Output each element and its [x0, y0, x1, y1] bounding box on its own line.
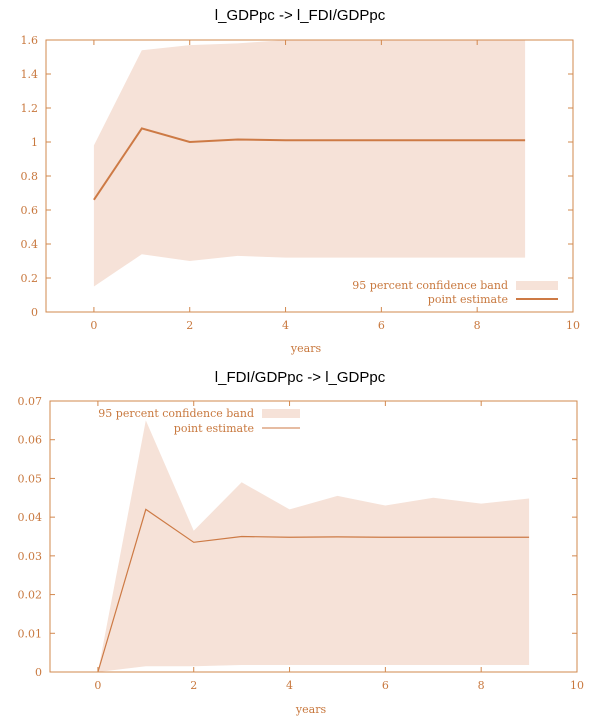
chart-2-x-tick-label: 10: [570, 679, 584, 692]
chart-1: l_GDPpc -> l_FDI/GDPpc 0 2 4 6 8 10 0 0.2 0.4 0.6…: [21, 7, 581, 355]
chart-1-y-tick-label: 1.4: [21, 68, 39, 81]
chart-2-legend-band-swatch: [262, 409, 300, 418]
chart-2-band-layer: [97, 420, 530, 672]
chart-2-y-tick-label: 0.07: [18, 395, 43, 408]
chart-1-point-estimate-line: [93, 127, 526, 201]
chart-1-x-tick-label: 2: [186, 319, 193, 332]
chart-1-y-tick-label: 1.2: [21, 102, 39, 115]
chart-1-x-tick-label: 4: [282, 319, 289, 332]
chart-2-confidence-band: [97, 420, 530, 672]
chart-2-point-estimate-line: [97, 508, 530, 673]
chart-2-legend: 95 percent confidence band point estimat…: [98, 407, 300, 435]
chart-2-line-layer: [97, 508, 530, 673]
chart-2-ticks: 0 2 4 6 8 10 0 0.01 0.02 0.03 0.04 0.05 0.06 0.07: [18, 395, 585, 692]
chart-1-legend: 95 percent confidence band point estimat…: [352, 279, 558, 306]
chart-2-y-tick-label: 0.03: [18, 550, 43, 563]
chart-1-title: l_GDPpc -> l_FDI/GDPpc: [215, 7, 386, 24]
chart-1-x-axis-label: years: [290, 342, 322, 355]
chart-1-band-layer: [93, 40, 526, 287]
chart-1-y-tick-label: 0.6: [21, 204, 39, 217]
chart-2-y-tick-label: 0.06: [18, 434, 43, 447]
chart-2-y-tick-label: 0: [35, 666, 42, 679]
chart-1-y-tick-label: 1.6: [21, 34, 39, 47]
chart-1-x-tick-label: 8: [474, 319, 481, 332]
chart-1-y-tick-label: 0.8: [21, 170, 39, 183]
chart-2-x-tick-label: 8: [478, 679, 485, 692]
chart-2-x-tick-label: 6: [382, 679, 389, 692]
chart-2-plot-frame: [49, 400, 578, 673]
chart-1-y-tick-label: 0.2: [21, 272, 39, 285]
chart-1-legend-band-label: 95 percent confidence band: [352, 279, 508, 292]
chart-1-y-tick-label: 0.4: [21, 238, 39, 251]
chart-2-x-tick-label: 4: [286, 679, 293, 692]
chart-1-legend-line-label: point estimate: [428, 293, 508, 306]
chart-2-x-axis-label: years: [295, 703, 327, 716]
chart-1-x-tick-label: 0: [90, 319, 97, 332]
chart-1-y-tick-label: 0: [31, 306, 38, 319]
chart-2-x-tick-label: 2: [190, 679, 197, 692]
chart-1-ticks: 0 2 4 6 8 10 0 0.2 0.4 0.6 0.8 1 1.2 1.4 1.6: [21, 34, 581, 332]
chart-2-y-tick-label: 0.04: [18, 511, 43, 524]
chart-2-legend-band-label: 95 percent confidence band: [98, 407, 254, 420]
chart-2-y-tick-label: 0.02: [18, 589, 43, 602]
chart-2-y-tick-label: 0.01: [18, 627, 43, 640]
chart-1-x-tick-label: 10: [566, 319, 580, 332]
chart-1-legend-band-swatch: [516, 281, 558, 290]
chart-2-legend-line-label: point estimate: [174, 422, 254, 435]
chart-2-x-tick-label: 0: [94, 679, 101, 692]
chart-1-confidence-band: [93, 40, 526, 287]
chart-1-x-tick-label: 6: [378, 319, 385, 332]
chart-1-y-tick-label: 1: [31, 136, 38, 149]
chart-2-title: l_FDI/GDPpc -> l_GDPpc: [215, 369, 386, 386]
chart-1-line-layer: [93, 127, 526, 201]
chart-2-y-tick-label: 0.05: [18, 472, 43, 485]
chart-2: l_FDI/GDPpc -> l_GDPpc 0 2 4 6 8 1000.010.020…: [18, 369, 585, 716]
